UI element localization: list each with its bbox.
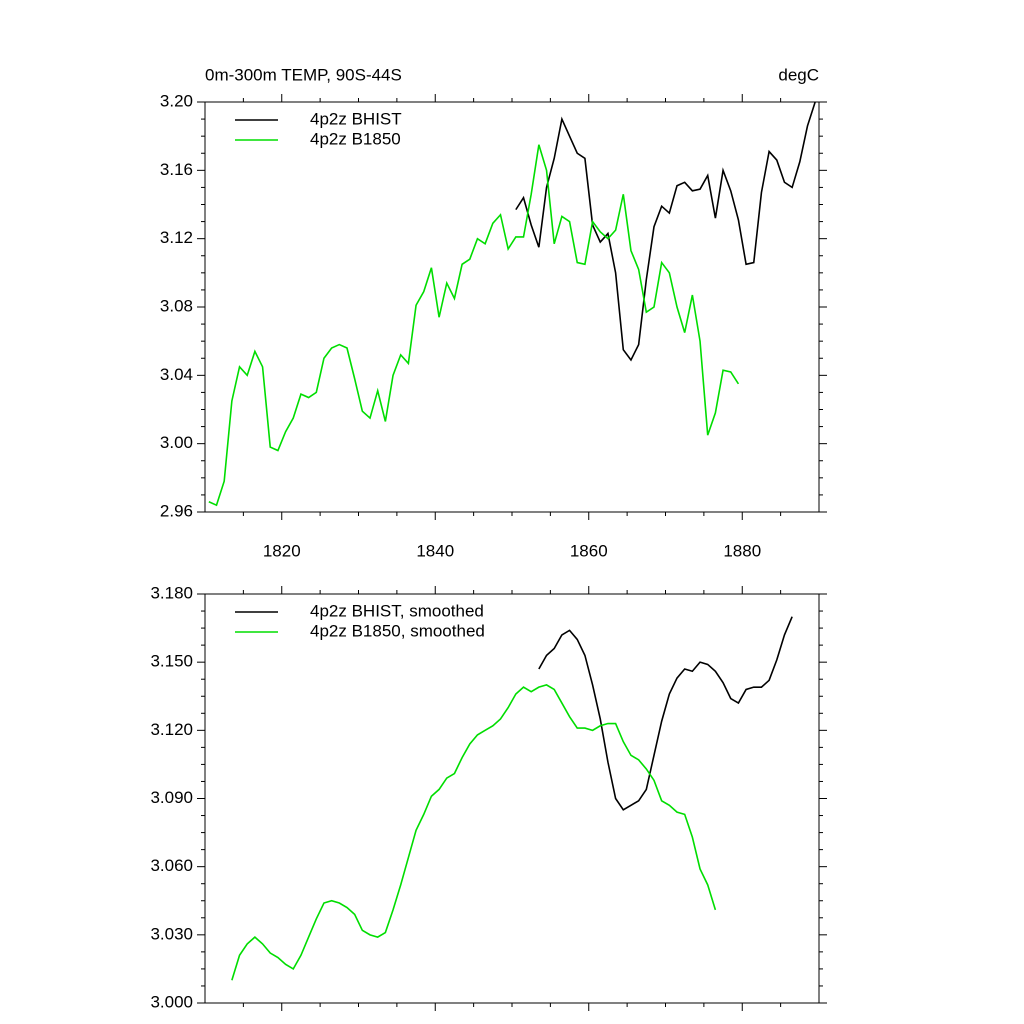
legend-label: 4p2z BHIST, smoothed xyxy=(310,601,484,620)
y-tick-label: 3.16 xyxy=(160,160,193,179)
data-line xyxy=(231,684,717,981)
y-tick-label: 3.120 xyxy=(150,720,193,739)
y-tick-label: 3.090 xyxy=(150,788,193,807)
y-tick-label: 3.08 xyxy=(160,296,193,315)
y-tick-label: 3.12 xyxy=(160,228,193,247)
legend-label: 4p2z B1850, smoothed xyxy=(310,621,485,640)
y-tick-label: 3.150 xyxy=(150,652,193,671)
x-tick-label: 1820 xyxy=(263,541,301,560)
legend-label: 4p2z B1850 xyxy=(310,129,401,148)
y-tick-label: 3.000 xyxy=(150,992,193,1011)
data-line xyxy=(208,144,740,507)
legend-label: 4p2z BHIST xyxy=(310,109,402,128)
y-tick-label: 3.00 xyxy=(160,433,193,452)
y-tick-label: 3.180 xyxy=(150,583,193,602)
y-tick-label: 3.060 xyxy=(150,856,193,875)
x-tick-label: 1860 xyxy=(570,541,608,560)
y-tick-label: 2.96 xyxy=(160,501,193,520)
data-line xyxy=(538,616,793,811)
y-tick-label: 3.20 xyxy=(160,91,193,110)
chart-title: 0m-300m TEMP, 90S-44S xyxy=(205,65,402,84)
y-tick-label: 3.04 xyxy=(160,365,193,384)
unit-label: degC xyxy=(778,65,819,84)
x-tick-label: 1880 xyxy=(723,541,761,560)
data-line xyxy=(515,101,816,362)
x-tick-label: 1840 xyxy=(416,541,454,560)
y-tick-label: 3.030 xyxy=(150,924,193,943)
